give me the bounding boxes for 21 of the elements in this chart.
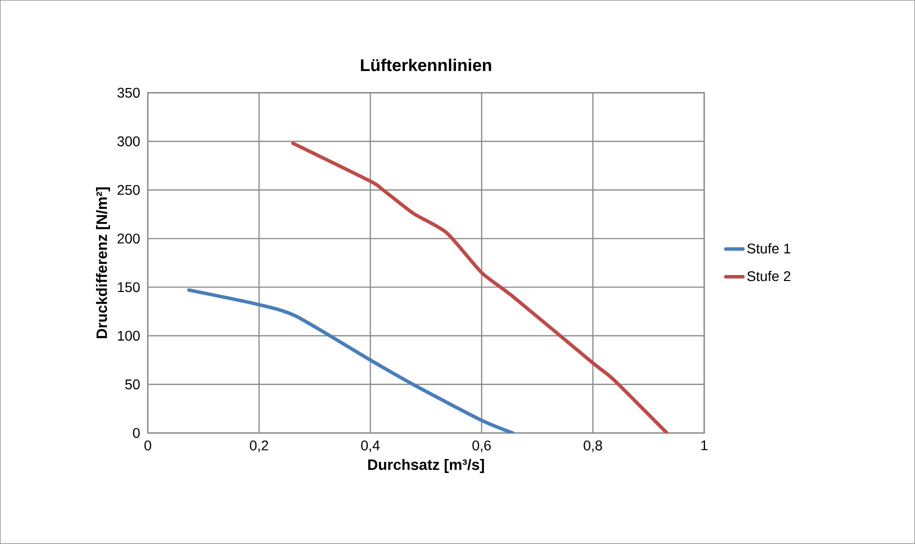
y-tick-label: 150 <box>118 282 140 292</box>
y-tick-label: 50 <box>125 380 140 390</box>
legend-label: Stufe 2 <box>747 270 790 282</box>
y-tick-label: 200 <box>118 234 140 244</box>
x-tick-label: 1 <box>701 440 708 450</box>
y-tick-label: 100 <box>118 330 140 341</box>
chart-title: Lüfterkennlinien <box>360 58 492 72</box>
y-axis-title: Druckdifferenz [N/m²] <box>96 188 110 338</box>
legend-label: Stufe 1 <box>747 243 790 254</box>
line-series <box>291 142 669 434</box>
x-tick-label: 0,6 <box>472 440 491 452</box>
x-tick-label: 0,4 <box>361 440 380 452</box>
y-tick-label: 250 <box>118 185 140 196</box>
x-tick-label: 0 <box>144 440 152 451</box>
line-series <box>187 288 515 434</box>
y-tick-label: 350 <box>117 88 140 98</box>
x-axis-title: Durchsatz [m³/s] <box>368 459 484 474</box>
y-tick-label: 0 <box>133 428 140 438</box>
x-tick-label: 0,2 <box>250 440 268 452</box>
x-tick-label: 0,8 <box>584 440 602 452</box>
y-tick-label: 300 <box>117 136 140 146</box>
